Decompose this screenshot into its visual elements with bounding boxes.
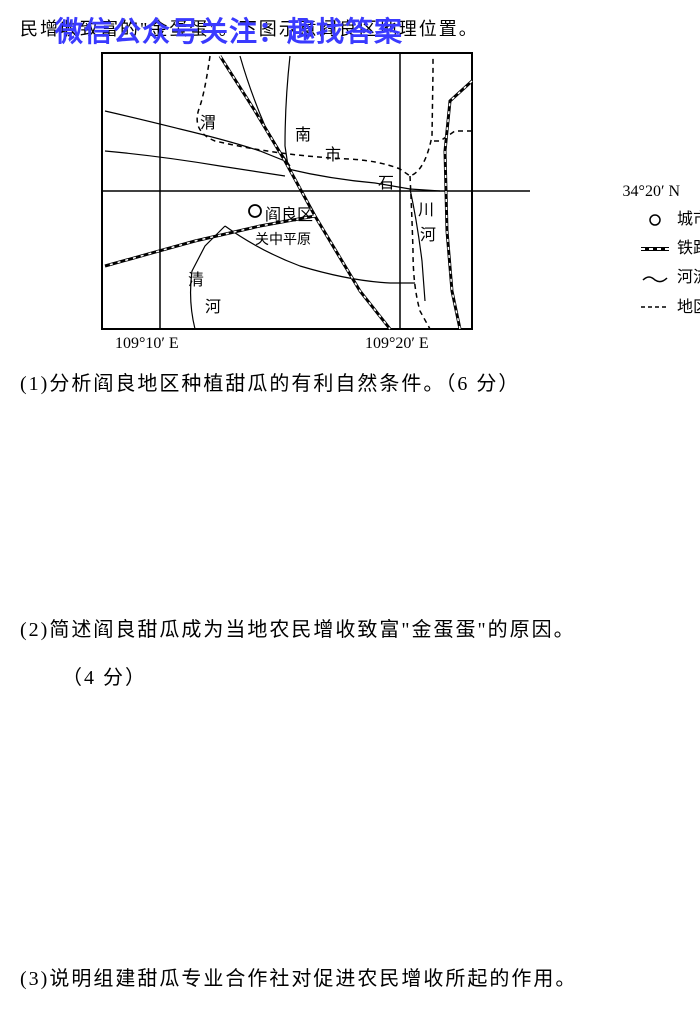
legend-river: 河流	[639, 264, 700, 291]
map-label-wei: 渭	[200, 109, 216, 133]
map-label-nan: 南	[295, 121, 311, 145]
map-label-chuan: 川	[418, 196, 434, 220]
boundary-icon	[639, 304, 671, 310]
legend-boundary: 地区界	[639, 294, 700, 321]
map-label-shi2: 石	[378, 169, 394, 193]
longitude-label-2: 109°20′ E	[365, 335, 429, 353]
railway-icon	[639, 244, 671, 254]
map-label-he2: 河	[205, 293, 221, 317]
question-3: (3)说明组建甜瓜专业合作社对促进农民增收所起的作用。	[20, 961, 680, 997]
map-label-qing: 清	[188, 266, 204, 290]
longitude-label-1: 109°10′ E	[115, 335, 179, 353]
legend-boundary-label: 地区界	[677, 294, 700, 321]
map-legend: 城市 铁路 河流 地区界	[639, 206, 700, 323]
latitude-label: 34°20′ N	[623, 183, 680, 201]
legend-railway: 铁路	[639, 235, 700, 262]
question-1: (1)分析阎良地区种植甜瓜的有利自然条件。（6 分）	[20, 366, 680, 402]
watermark-text: 微信公众号关注：趣找答案	[55, 10, 403, 50]
map-label-shi: 市	[325, 141, 341, 165]
legend-river-label: 河流	[677, 264, 700, 291]
question-2-line1: (2)简述阎良甜瓜成为当地农民增收致富"金蛋蛋"的原因。	[20, 612, 680, 648]
city-icon	[639, 213, 671, 227]
map-svg	[100, 51, 610, 331]
map-label-yanliang: 阎良区	[265, 201, 313, 225]
legend-city: 城市	[639, 206, 700, 233]
map-label-guanzhong: 关中平原	[255, 229, 311, 249]
river-icon	[639, 272, 671, 284]
map-figure: 渭 南 市 石 川 河 阎良区 关中平原 清 河 34°20′ N 109°10…	[100, 51, 610, 331]
map-label-he1: 河	[420, 221, 436, 245]
question-2-line2: （4 分）	[62, 660, 680, 696]
legend-city-label: 城市	[677, 206, 700, 233]
legend-railway-label: 铁路	[677, 235, 700, 262]
